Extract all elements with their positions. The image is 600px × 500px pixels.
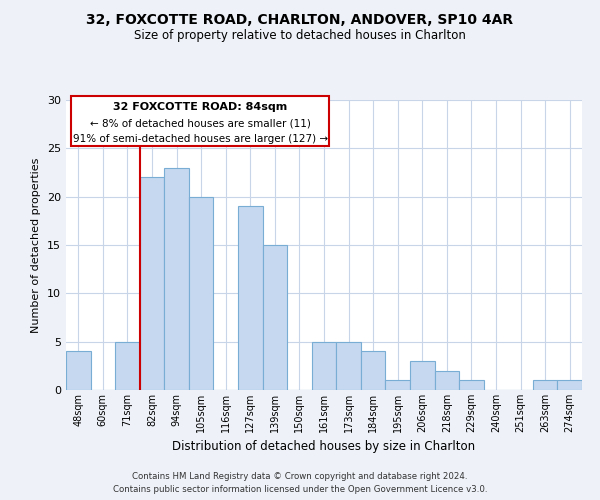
Bar — [115, 342, 140, 390]
Bar — [189, 196, 214, 390]
Y-axis label: Number of detached properties: Number of detached properties — [31, 158, 41, 332]
Text: 32 FOXCOTTE ROAD: 84sqm: 32 FOXCOTTE ROAD: 84sqm — [113, 102, 287, 112]
Bar — [385, 380, 410, 390]
Bar — [164, 168, 189, 390]
Text: Contains public sector information licensed under the Open Government Licence v3: Contains public sector information licen… — [113, 485, 487, 494]
Bar — [336, 342, 361, 390]
Bar — [557, 380, 582, 390]
Text: 91% of semi-detached houses are larger (127) →: 91% of semi-detached houses are larger (… — [73, 134, 328, 144]
Bar — [434, 370, 459, 390]
Bar — [140, 178, 164, 390]
Bar — [312, 342, 336, 390]
Bar — [263, 245, 287, 390]
Bar — [361, 352, 385, 390]
Bar — [410, 361, 434, 390]
Text: ← 8% of detached houses are smaller (11): ← 8% of detached houses are smaller (11) — [90, 118, 311, 128]
Text: 32, FOXCOTTE ROAD, CHARLTON, ANDOVER, SP10 4AR: 32, FOXCOTTE ROAD, CHARLTON, ANDOVER, SP… — [86, 12, 514, 26]
Bar — [533, 380, 557, 390]
Bar — [459, 380, 484, 390]
Bar — [66, 352, 91, 390]
Text: Size of property relative to detached houses in Charlton: Size of property relative to detached ho… — [134, 29, 466, 42]
Text: Contains HM Land Registry data © Crown copyright and database right 2024.: Contains HM Land Registry data © Crown c… — [132, 472, 468, 481]
Bar — [238, 206, 263, 390]
FancyBboxPatch shape — [71, 96, 329, 146]
X-axis label: Distribution of detached houses by size in Charlton: Distribution of detached houses by size … — [172, 440, 476, 454]
